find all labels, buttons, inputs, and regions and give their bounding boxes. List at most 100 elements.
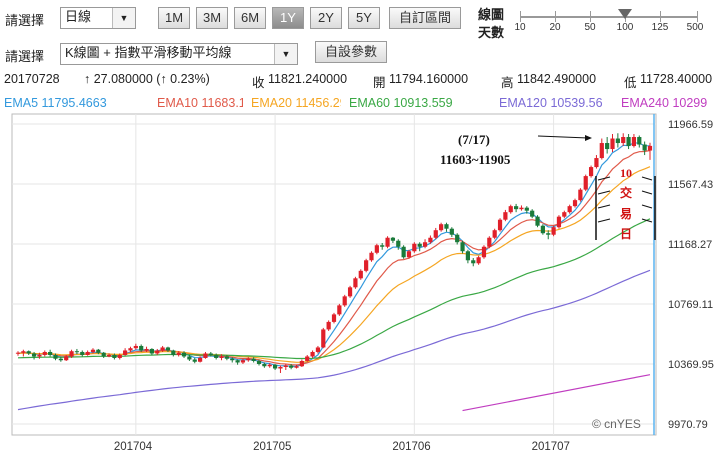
- candle-body: [69, 351, 74, 357]
- candle-body: [647, 145, 653, 151]
- candle-body: [192, 359, 197, 362]
- days-tick: [697, 11, 698, 22]
- candle-body: [106, 354, 112, 357]
- candle-body: [208, 353, 213, 355]
- y-tick-label: 10769.11: [668, 299, 713, 311]
- days-tick: [660, 11, 661, 22]
- ema120-label: EMA120: [499, 96, 547, 110]
- candle-body: [642, 144, 647, 151]
- candle-body: [417, 243, 422, 247]
- annotation-tick-arrow: [641, 190, 653, 195]
- candle-body: [556, 216, 562, 228]
- days-tick-label: 500: [686, 22, 704, 33]
- candle-body: [583, 176, 588, 190]
- candle-body: [535, 216, 540, 226]
- candle-body: [224, 356, 229, 359]
- x-tick-label: 201704: [114, 441, 153, 453]
- candle-body: [347, 287, 353, 297]
- candle-body: [240, 360, 246, 363]
- candle-body: [514, 206, 519, 210]
- candle-body: [289, 365, 294, 368]
- candle-body: [305, 356, 310, 361]
- indicator-select[interactable]: K線圖 + 指數平滑移動平均線 ▼: [60, 43, 298, 65]
- candle-body: [540, 225, 545, 234]
- quote-high-label: 高: [501, 76, 514, 90]
- candle-body: [626, 137, 631, 147]
- chevron-down-icon: ▼: [274, 44, 297, 64]
- ema10-label: EMA10: [157, 96, 198, 110]
- candle-body: [337, 305, 342, 315]
- candle-body: [267, 364, 272, 367]
- candle-body: [246, 358, 251, 361]
- days-slider-handle[interactable]: [618, 9, 632, 19]
- candle-body: [133, 345, 138, 349]
- quote-low-label: 低: [624, 76, 637, 90]
- candle-body: [256, 360, 262, 364]
- custom-params-button[interactable]: 自設參數: [315, 41, 387, 63]
- candle-body: [481, 246, 487, 258]
- candle-body: [310, 351, 315, 357]
- candle-body: [80, 351, 85, 355]
- x-tick-label: 201706: [392, 441, 430, 453]
- custom-range-button[interactable]: 自訂區間: [389, 7, 461, 29]
- candle-body: [380, 245, 385, 247]
- candle-body: [331, 314, 337, 322]
- candle-body: [422, 242, 428, 247]
- candle-body: [203, 353, 208, 358]
- days-slider-track[interactable]: [520, 16, 698, 18]
- candle-body: [492, 230, 497, 238]
- range-button-5y[interactable]: 5Y: [348, 7, 380, 29]
- quote-date: 20170728: [4, 72, 60, 86]
- candle-body: [594, 158, 599, 168]
- ema240-value: 10299: [672, 96, 708, 110]
- days-tick-label: 10: [514, 22, 526, 33]
- candle-body: [176, 352, 181, 355]
- candle-body: [272, 364, 278, 369]
- candle-body: [326, 321, 331, 330]
- range-button-1m[interactable]: 1M: [158, 7, 190, 29]
- annotation-vertical-text-2: 易: [620, 207, 632, 221]
- candle-body: [610, 138, 615, 150]
- y-tick-label: 10369.95: [668, 359, 714, 371]
- candle-body: [15, 352, 21, 354]
- candle-body: [605, 143, 610, 150]
- range-button-6m[interactable]: 6M: [234, 7, 266, 29]
- candle-body: [599, 143, 604, 159]
- candle-body: [149, 348, 154, 354]
- range-button-3m[interactable]: 3M: [196, 7, 228, 29]
- candle-body: [85, 351, 90, 355]
- range-button-1y[interactable]: 1Y: [272, 7, 304, 29]
- candle-body: [567, 206, 572, 213]
- candle-body: [546, 233, 551, 235]
- ema20-label: EMA20: [251, 96, 292, 110]
- candle-body: [299, 360, 304, 367]
- chevron-down-icon: ▼: [112, 8, 135, 28]
- candle-body: [321, 329, 326, 348]
- candle-body: [283, 365, 288, 367]
- ema240-legend: EMA240 10299: [621, 96, 720, 112]
- days-tick: [555, 11, 556, 22]
- period-select[interactable]: 日線 ▼: [60, 7, 136, 29]
- candle-body: [181, 352, 187, 357]
- quote-high: 11842.490000: [517, 72, 597, 86]
- range-button-2y[interactable]: 2Y: [310, 7, 342, 29]
- candle-body: [476, 257, 481, 264]
- candle-body: [433, 230, 438, 238]
- candle-body: [364, 260, 369, 271]
- ema120-value: 10539.56: [550, 96, 603, 110]
- candle-body: [385, 237, 390, 247]
- candle-body: [139, 345, 144, 351]
- days-tick: [590, 11, 591, 22]
- annotation-tick-arrow: [597, 190, 611, 195]
- ema120-line: [17, 269, 651, 411]
- quote-close: 11821.240000: [268, 72, 348, 86]
- indicator-select-value: K線圖 + 指數平滑移動平均線: [65, 45, 232, 60]
- candle-body: [315, 347, 321, 352]
- candle-body: [21, 351, 26, 353]
- ema240-line: [462, 374, 651, 412]
- quote-change: ↑ 27.080000 (↑ 0.23%): [84, 72, 210, 86]
- quote-open: 11794.160000: [389, 72, 469, 86]
- annotation-tick-arrow: [641, 218, 653, 223]
- candle-body: [524, 207, 529, 211]
